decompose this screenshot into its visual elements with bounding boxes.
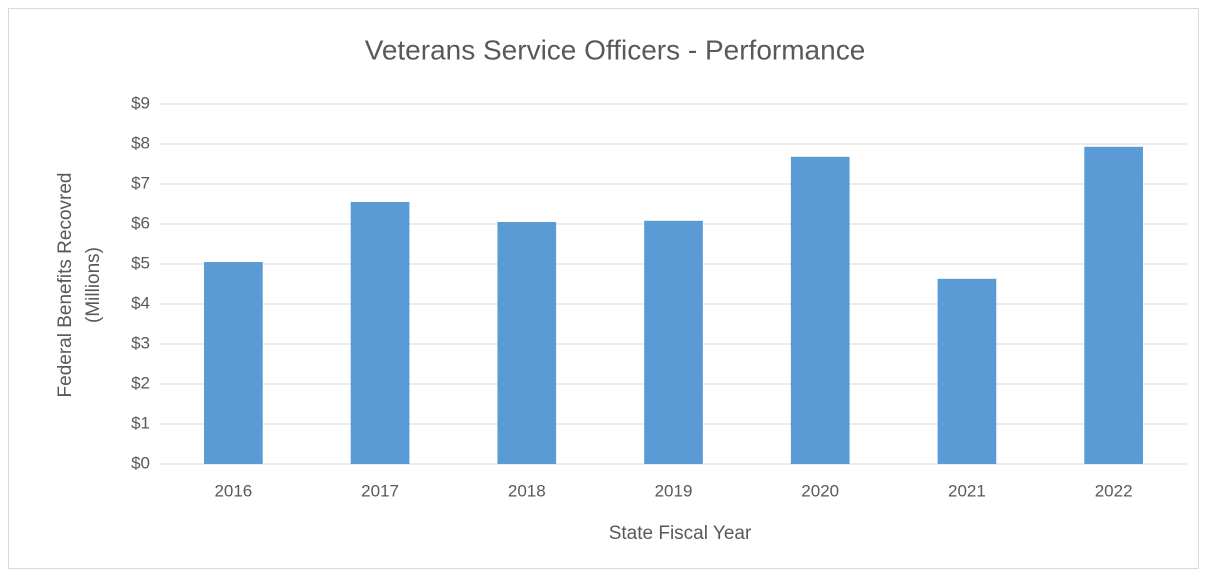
bar	[204, 262, 263, 464]
y-axis-title-line: (Millions)	[83, 247, 104, 323]
y-tick-label: $7	[131, 173, 150, 192]
y-tick-label: $3	[131, 333, 150, 352]
x-tick-label: 2017	[361, 481, 399, 500]
x-tick-label: 2018	[508, 481, 546, 500]
bar	[497, 222, 557, 464]
bar	[790, 156, 850, 465]
bar	[937, 278, 997, 464]
y-tick-label: $2	[131, 373, 150, 392]
y-tick-label: $1	[131, 413, 150, 432]
y-tick-label: $6	[131, 213, 150, 232]
y-tick-label: $8	[131, 133, 150, 152]
x-tick-label: 2016	[214, 481, 252, 500]
bar	[350, 202, 410, 464]
chart-title: Veterans Service Officers - Performance	[365, 34, 866, 65]
y-axis-title-line: Federal Benefits Recovred	[55, 173, 76, 398]
y-tick-label: $9	[131, 93, 150, 112]
x-axis-title: State Fiscal Year	[609, 523, 752, 544]
bar	[644, 220, 703, 464]
y-tick-label: $0	[131, 453, 150, 472]
y-tick-label: $5	[131, 253, 150, 272]
y-tick-label: $4	[131, 293, 150, 312]
x-tick-label: 2020	[801, 481, 839, 500]
chart-border	[8, 8, 1199, 569]
x-tick-label: 2021	[948, 481, 986, 500]
y-axis-title: Federal Benefits Recovred (Millions)	[55, 173, 104, 398]
bar	[1084, 146, 1143, 465]
x-tick-label: 2019	[655, 481, 693, 500]
x-tick-label: 2022	[1095, 481, 1133, 500]
